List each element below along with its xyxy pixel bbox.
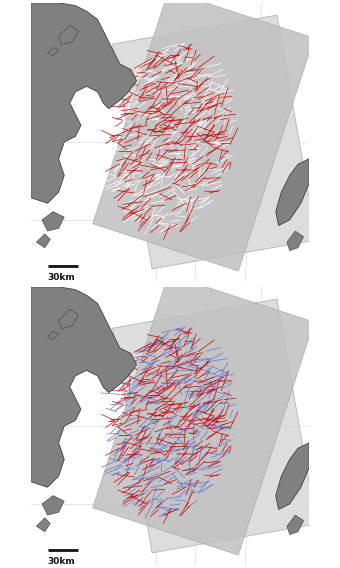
Polygon shape: [113, 15, 317, 269]
Polygon shape: [287, 515, 304, 534]
Polygon shape: [59, 25, 78, 45]
Polygon shape: [93, 0, 314, 271]
Polygon shape: [42, 212, 64, 231]
Polygon shape: [31, 3, 137, 203]
Polygon shape: [59, 309, 78, 328]
Polygon shape: [36, 234, 50, 248]
Polygon shape: [48, 47, 59, 56]
Polygon shape: [93, 275, 314, 555]
Polygon shape: [42, 495, 64, 515]
Polygon shape: [48, 331, 59, 340]
Polygon shape: [287, 231, 304, 250]
Text: 30km: 30km: [48, 273, 75, 282]
Polygon shape: [31, 287, 137, 487]
Polygon shape: [276, 442, 309, 509]
Polygon shape: [276, 158, 309, 225]
Polygon shape: [113, 299, 317, 553]
Polygon shape: [36, 518, 50, 532]
Text: 30km: 30km: [48, 557, 75, 566]
